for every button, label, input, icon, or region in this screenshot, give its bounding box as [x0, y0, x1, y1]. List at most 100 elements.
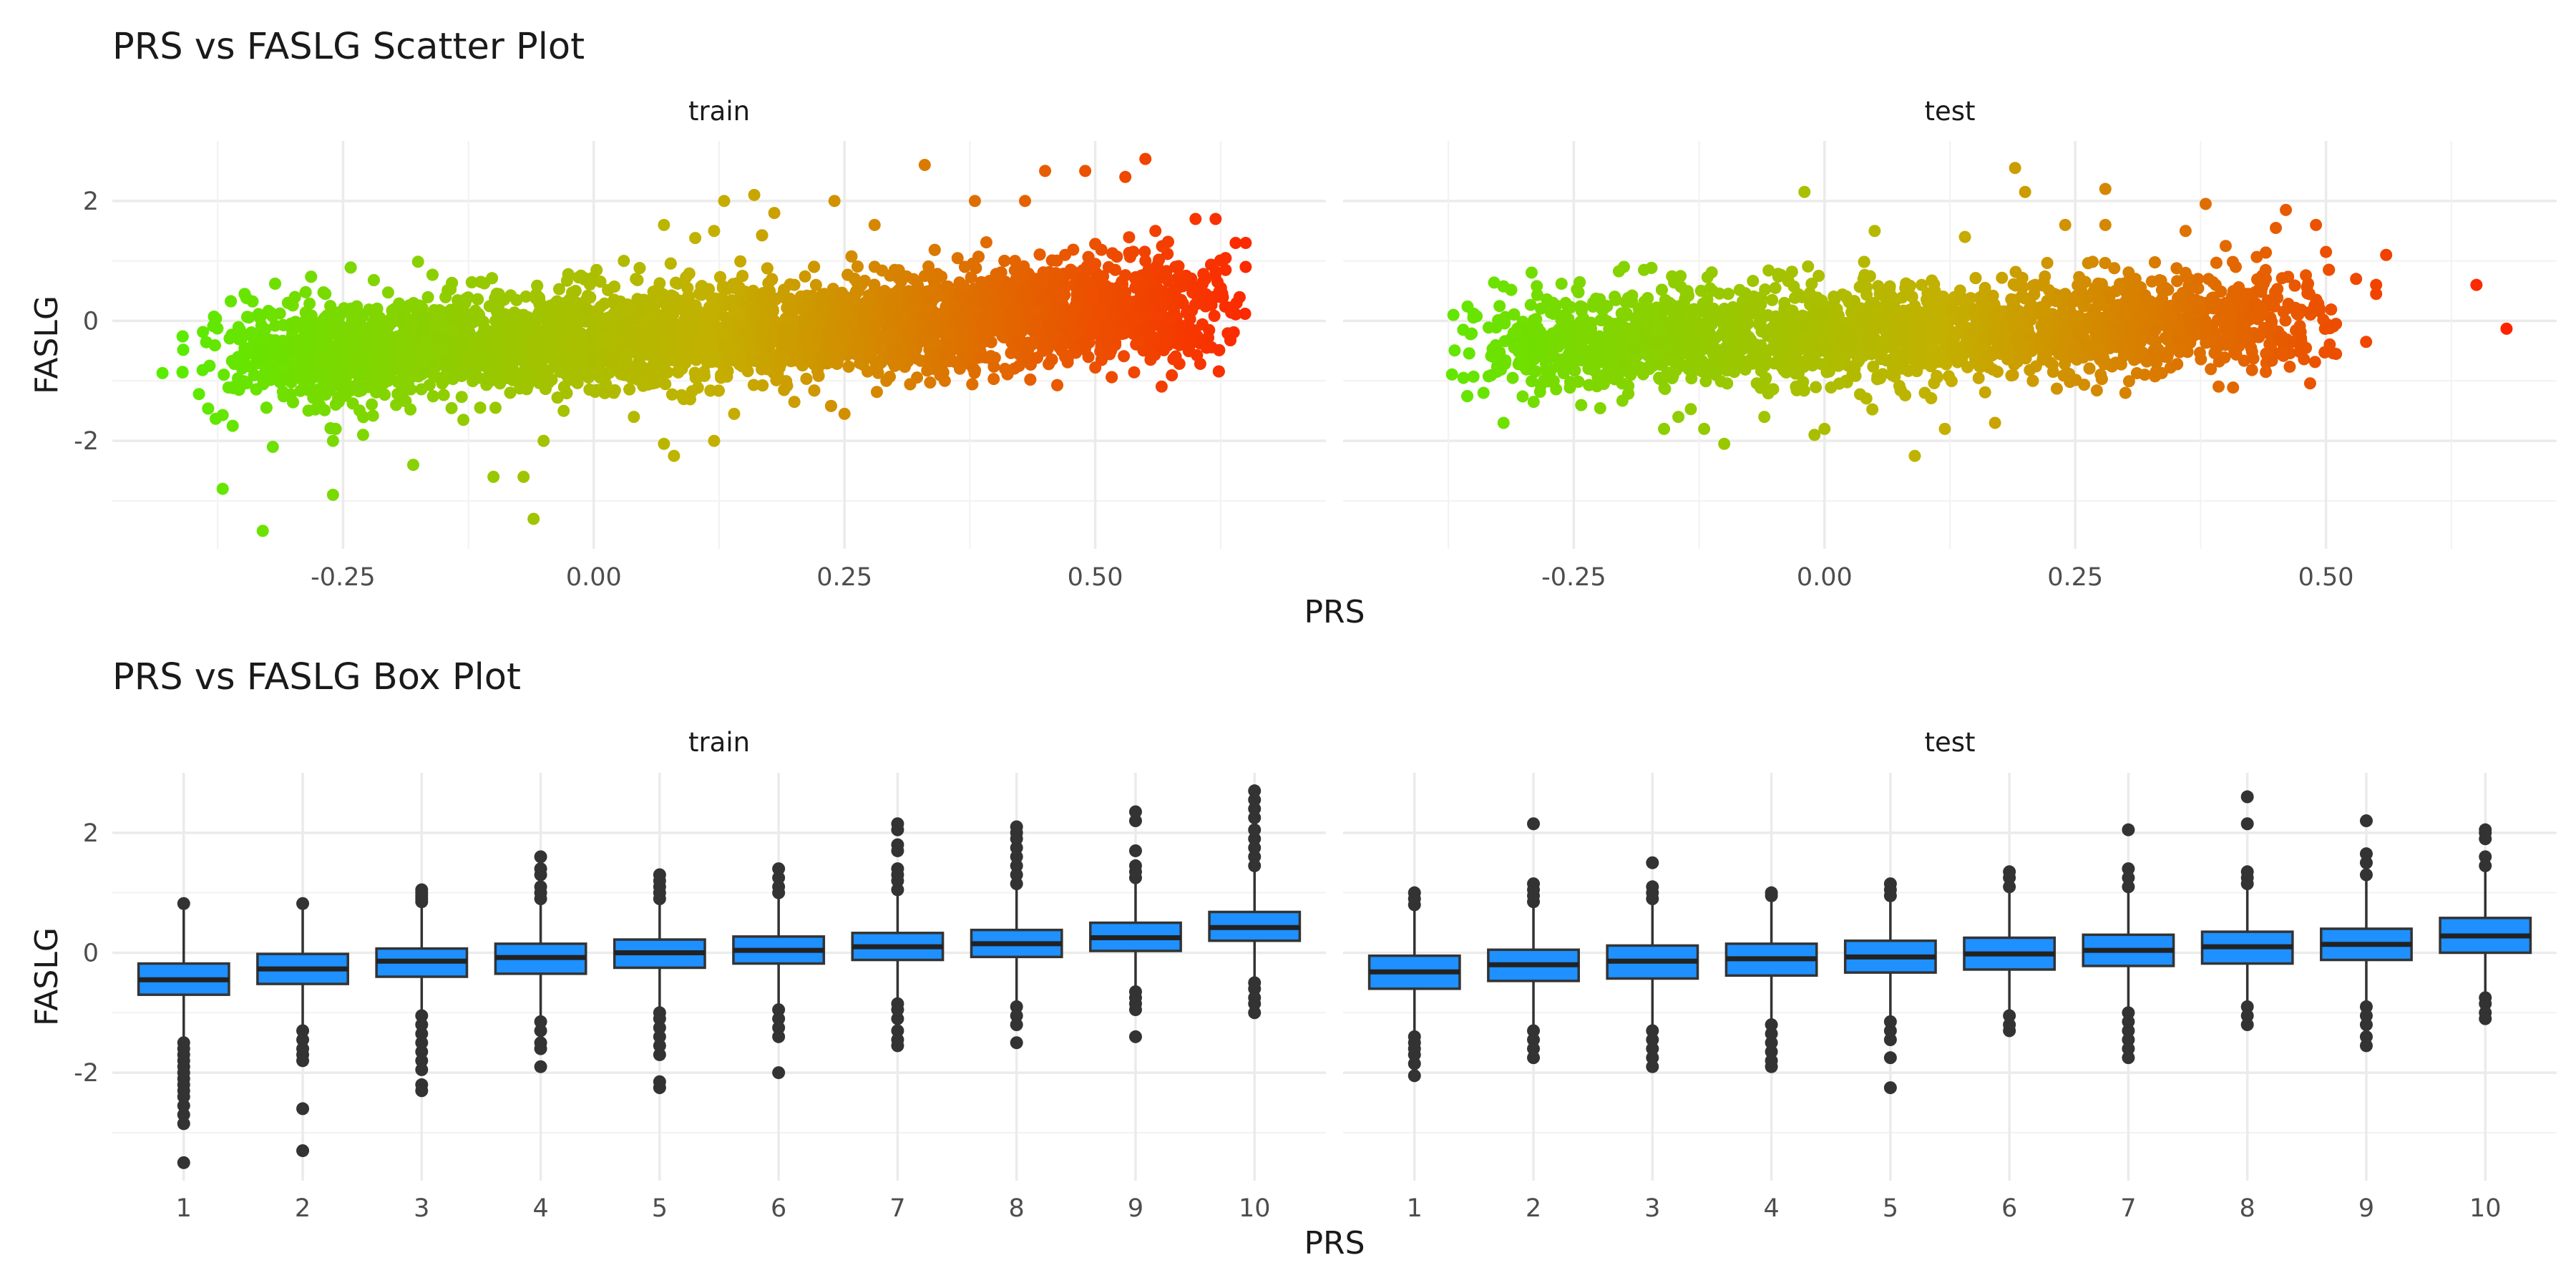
scatter-point — [1033, 248, 1046, 261]
scatter-point — [399, 395, 412, 408]
scatter-point — [437, 389, 450, 401]
scatter-point — [355, 384, 368, 397]
scatter-point — [922, 260, 935, 273]
scatter-point — [824, 399, 837, 412]
scatter-point — [381, 286, 394, 299]
chart-marks — [137, 152, 2532, 1169]
scatter-point — [726, 296, 739, 309]
scatter-point — [583, 278, 596, 291]
scatter-point — [598, 297, 611, 310]
box-plot-title: PRS vs FASLG Box Plot — [112, 656, 521, 698]
scatter-point — [1221, 327, 1234, 340]
scatter-point — [1078, 338, 1091, 351]
scatter-point — [1045, 353, 1058, 366]
scatter-point — [241, 311, 254, 323]
scatter-point — [1213, 343, 1226, 356]
scatter-point — [847, 294, 860, 307]
scatter-point — [474, 401, 487, 414]
scatter-point — [1106, 247, 1119, 260]
scatter-point — [678, 329, 691, 342]
scatter-point — [1155, 380, 1168, 393]
scatter-point — [208, 339, 221, 352]
scatter-point — [177, 343, 190, 356]
scatter-point — [1208, 309, 1221, 322]
scatter-point — [309, 403, 322, 416]
scatter-point — [253, 353, 265, 366]
scatter-point — [211, 322, 224, 335]
scatter-point — [403, 299, 416, 312]
scatter-point — [478, 277, 491, 290]
scatter-point — [683, 267, 696, 280]
scatter-point — [808, 260, 821, 273]
scatter-point — [1166, 369, 1179, 382]
scatter-point — [1013, 359, 1025, 372]
scatter-point — [930, 360, 943, 373]
scatter-point — [225, 295, 238, 308]
scatter-point — [868, 260, 881, 273]
scatter-point — [852, 333, 865, 346]
scatter-point — [1024, 373, 1037, 386]
scatter-point — [1057, 278, 1070, 291]
scatter-point — [1121, 325, 1133, 338]
scatter-point — [238, 288, 251, 301]
scatter-point — [1123, 231, 1136, 244]
scatter-point — [954, 277, 967, 290]
scatter-point — [734, 255, 747, 268]
scatter-point — [366, 409, 379, 422]
scatter-point — [1118, 350, 1131, 363]
scatter-point — [562, 268, 575, 280]
scatter-point — [444, 283, 457, 296]
scatter-point — [1148, 311, 1161, 323]
scatter-point — [800, 352, 813, 365]
scatter-point — [285, 317, 298, 330]
scatter-point — [800, 372, 813, 385]
scatter-point — [218, 369, 230, 381]
scatter-point — [552, 283, 565, 296]
scatter-point — [1176, 275, 1189, 288]
scatter-point — [870, 386, 883, 399]
scatter-point — [631, 273, 644, 286]
scatter-point — [421, 291, 434, 303]
scatter-point — [782, 303, 795, 316]
scatter-point — [176, 330, 189, 343]
scatter-point — [1200, 341, 1213, 354]
scatter-point — [344, 261, 357, 274]
scatter-point — [884, 371, 897, 384]
scatter-point — [308, 389, 321, 402]
scatter-point — [445, 401, 458, 414]
scatter-point — [288, 291, 301, 303]
scatter-point — [411, 255, 424, 268]
scatter-point — [1205, 258, 1218, 271]
scatter-point — [235, 333, 248, 346]
scatter-point — [1069, 346, 1082, 359]
scatter-point — [459, 343, 472, 356]
scatter-point — [1051, 379, 1064, 391]
scatter-point — [901, 330, 914, 343]
scatter-point — [809, 278, 822, 291]
scatter-point — [366, 398, 379, 411]
scatter-point — [319, 311, 332, 323]
scatter-point — [669, 276, 682, 289]
scatter-point — [747, 379, 760, 391]
scatter-point — [620, 305, 633, 318]
scatter-point — [238, 375, 250, 388]
scatter-point — [927, 283, 940, 296]
scatter-point — [393, 297, 406, 310]
scatter-point — [1089, 238, 1102, 250]
scatter-point — [924, 376, 937, 389]
scatter-point — [1070, 288, 1083, 301]
scatter-point — [590, 263, 603, 276]
scatter-point — [1180, 306, 1193, 319]
scatter-point — [1219, 252, 1232, 265]
scatter-point — [1004, 315, 1017, 328]
scatter-point — [346, 397, 359, 410]
scatter-point — [761, 262, 774, 275]
scatter-point — [875, 344, 888, 357]
scatter-point — [357, 411, 370, 424]
scatter-point — [633, 262, 646, 275]
scatter-point — [467, 375, 479, 388]
scatter-point — [631, 293, 644, 306]
scatter-point — [949, 356, 962, 369]
scatter-point — [664, 257, 677, 270]
scatter-point — [572, 271, 585, 284]
